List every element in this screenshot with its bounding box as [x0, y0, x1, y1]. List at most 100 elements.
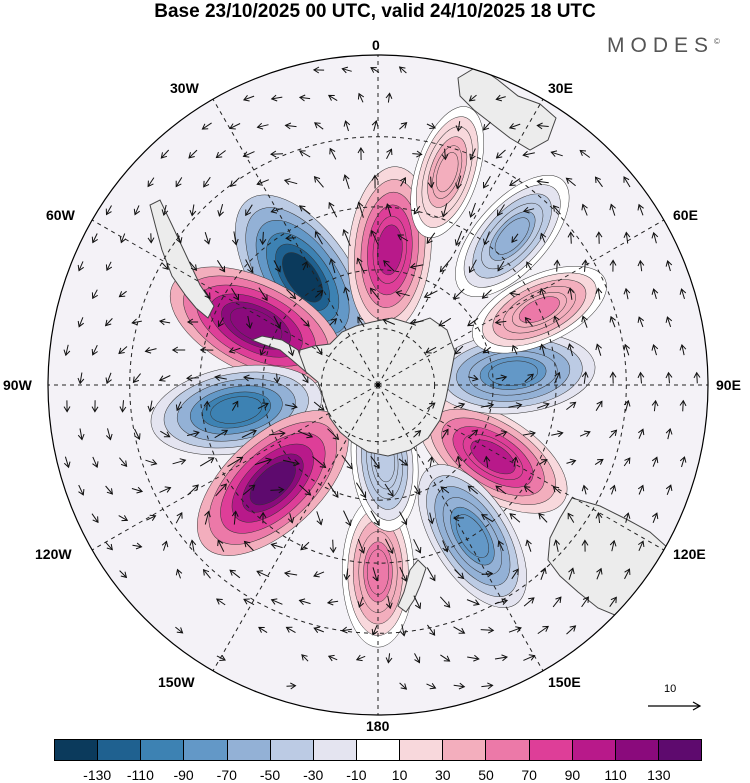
wind-arrow: [468, 94, 477, 102]
wind-arrow: [327, 654, 338, 662]
meridian-line: [91, 219, 379, 386]
wind-arrow: [441, 203, 448, 218]
reference-vector-arrow: [648, 701, 702, 711]
wind-arrow: [468, 202, 476, 218]
contour-band: [230, 307, 283, 344]
wind-arrow: [427, 512, 435, 525]
meridian-line: [212, 98, 379, 386]
wind-arrow: [175, 401, 183, 412]
wind-arrow: [63, 400, 71, 413]
wind-arrow: [133, 205, 140, 216]
wind-arrow: [342, 229, 351, 247]
colorbar-swatch: [98, 740, 142, 760]
wind-arrow: [623, 343, 631, 356]
wind-arrow: [553, 315, 560, 328]
wind-arrow: [594, 458, 604, 466]
wind-arrow: [189, 204, 197, 217]
wind-arrow: [371, 625, 378, 636]
wind-arrow: [270, 486, 285, 494]
wind-arrow: [204, 232, 211, 245]
wind-arrow: [256, 179, 269, 186]
wind-arrow: [313, 571, 325, 578]
wind-arrow: [203, 289, 211, 300]
wind-arrow: [398, 458, 408, 466]
wind-arrow: [215, 483, 227, 497]
meridian-line: [212, 384, 379, 672]
wind-arrow: [651, 343, 659, 356]
wind-arrow: [119, 570, 128, 579]
wind-arrow: [453, 402, 466, 409]
label-lon-30e: 30E: [548, 80, 573, 96]
wind-arrow: [468, 259, 477, 274]
wind-arrow: [300, 541, 310, 551]
wind-arrow: [609, 315, 616, 328]
wind-arrow: [480, 626, 495, 634]
wind-arrow: [369, 287, 380, 301]
wind-arrow: [357, 92, 365, 103]
wind-arrow: [413, 595, 422, 610]
wind-arrow: [609, 596, 617, 607]
label-lon-60w: 60W: [46, 207, 75, 223]
wind-arrow: [186, 430, 200, 437]
polar-map: [47, 54, 709, 716]
wind-arrow: [679, 288, 687, 300]
wind-arrow: [287, 344, 295, 357]
wind-arrow: [579, 430, 591, 437]
wind-arrow: [399, 624, 407, 637]
wind-arrow: [286, 682, 297, 690]
wind-arrow: [91, 513, 99, 524]
wind-arrow: [453, 288, 465, 300]
wind-arrow: [468, 374, 479, 382]
wind-arrow: [595, 343, 602, 356]
wind-arrow: [509, 513, 521, 523]
wind-arrow: [539, 343, 547, 356]
wind-arrow: [522, 150, 535, 158]
wind-arrow: [494, 654, 508, 662]
wind-arrow: [665, 316, 673, 328]
wind-arrow: [567, 231, 575, 244]
wind-arrow: [466, 599, 480, 606]
wind-arrow: [161, 262, 169, 271]
wind-arrow: [398, 66, 407, 74]
wind-arrow: [454, 345, 464, 355]
brand-text: MODES: [607, 34, 715, 57]
colorbar-swatch: [184, 740, 228, 760]
wind-arrow: [343, 286, 350, 301]
wind-arrow: [327, 482, 339, 499]
colorbar-swatch: [313, 740, 357, 760]
wind-arrow: [665, 260, 673, 272]
wind-arrow: [426, 683, 437, 690]
wind-arrow: [481, 682, 494, 690]
wind-arrow: [254, 457, 273, 466]
wind-arrow: [285, 626, 296, 634]
wind-arrow: [273, 315, 281, 329]
wind-arrow: [536, 178, 549, 186]
wind-arrow: [159, 486, 172, 493]
wind-arrow: [201, 122, 212, 130]
wind-arrow: [440, 486, 450, 494]
wind-arrow: [215, 150, 226, 159]
label-lon-120w: 120W: [35, 546, 72, 562]
wind-arrow: [282, 459, 300, 467]
wind-arrow: [679, 456, 687, 468]
colorbar-swatch: [658, 740, 702, 760]
wind-arrow: [259, 231, 267, 246]
wind-arrow: [624, 568, 631, 580]
wind-arrow: [538, 459, 548, 466]
wind-arrow: [144, 346, 157, 354]
colorbar-tick-label: 10: [391, 767, 408, 783]
wind-arrow: [409, 319, 424, 326]
wind-arrow: [297, 430, 314, 439]
wind-arrow: [216, 260, 226, 273]
wind-arrow: [203, 176, 211, 188]
wind-arrow: [497, 540, 504, 552]
wind-arrow: [483, 455, 491, 468]
wind-arrow: [326, 598, 339, 606]
africa-tip: [457, 65, 557, 151]
wind-arrow: [312, 456, 327, 469]
wind-arrow: [566, 458, 577, 466]
wind-arrow: [395, 290, 410, 297]
wind-arrow: [119, 457, 128, 468]
wind-arrow: [270, 598, 283, 605]
wind-arrow: [522, 430, 536, 438]
